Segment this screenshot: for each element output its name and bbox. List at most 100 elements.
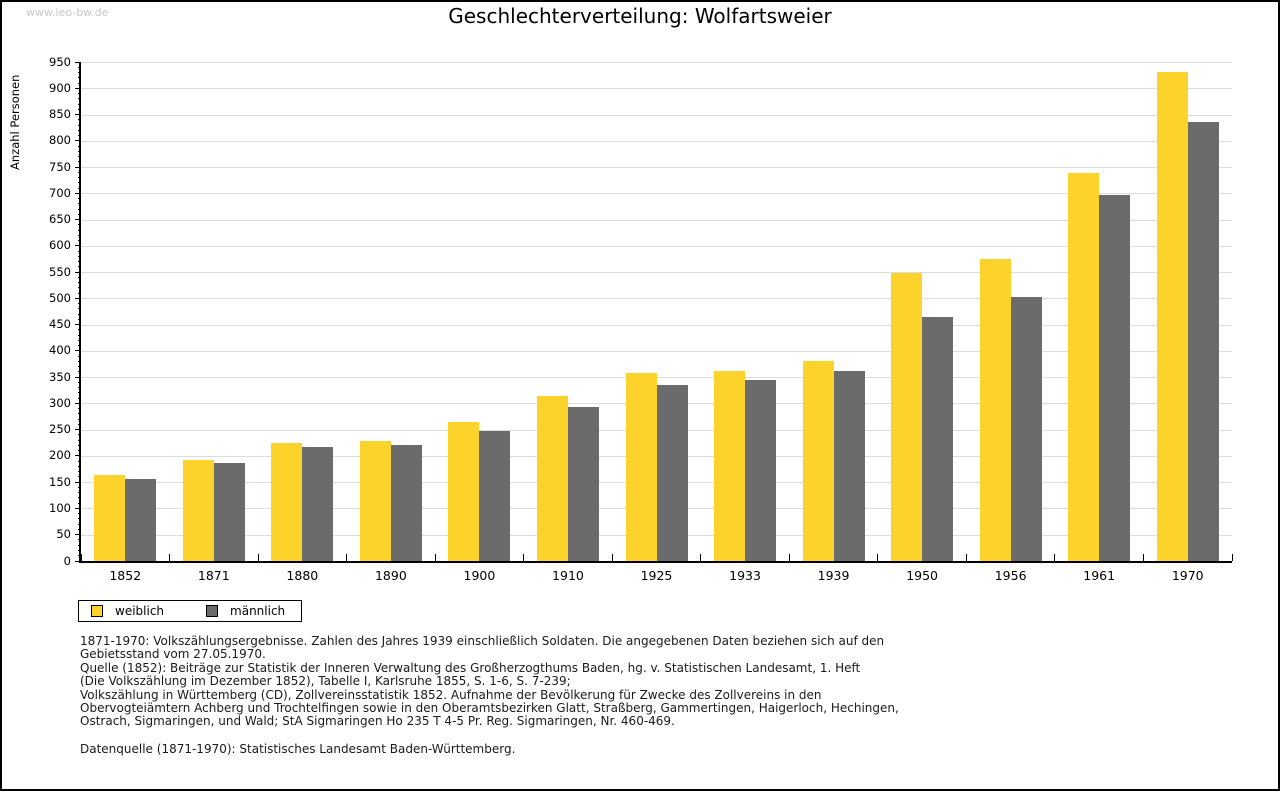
y-tick (75, 455, 81, 457)
y-axis-label: 150 (49, 474, 71, 489)
y-axis-line (79, 62, 81, 563)
gridline (81, 88, 1232, 90)
y-axis-label: 100 (49, 500, 71, 515)
y-axis-label: 0 (63, 553, 71, 568)
gridline (81, 245, 1232, 247)
footer-notes: 1871-1970: Volkszählungsergebnisse. Zahl… (80, 634, 899, 729)
gridline (81, 193, 1232, 195)
y-tick (75, 114, 81, 116)
y-tick (75, 324, 81, 326)
watermark-leo-bw: www.leo-bw.de (26, 6, 109, 19)
x-tick (257, 554, 259, 561)
y-tick (75, 429, 81, 431)
x-axis-label: 1880 (286, 568, 319, 583)
y-tick (75, 481, 81, 483)
y-tick (75, 245, 81, 247)
x-axis-label: 1950 (906, 568, 939, 583)
y-axis-label: 800 (49, 133, 71, 148)
y-axis-label: 650 (49, 212, 71, 227)
x-axis-label: 1900 (463, 568, 496, 583)
bar-maennlich-1961 (1099, 194, 1131, 561)
bar-weiblich-1939 (802, 360, 834, 561)
x-tick (1054, 554, 1056, 561)
legend-item-weiblich: weiblich (91, 604, 164, 618)
y-axis-label: 50 (56, 527, 71, 542)
x-tick (611, 554, 613, 561)
y-axis-label: 450 (49, 317, 71, 332)
x-tick (965, 554, 967, 561)
gridline (81, 167, 1232, 169)
footer-line: Quelle (1852): Beiträge zur Statistik de… (80, 660, 861, 675)
bar-maennlich-1871 (213, 463, 245, 561)
legend-swatch-maennlich (206, 605, 219, 617)
bar-weiblich-1900 (448, 422, 480, 561)
bar-maennlich-1910 (567, 407, 599, 561)
x-tick (346, 554, 348, 561)
y-tick (75, 297, 81, 299)
y-axis-label: 900 (49, 80, 71, 95)
gridline (81, 219, 1232, 221)
x-axis-label: 1956 (994, 568, 1027, 583)
y-axis-label: 300 (49, 395, 71, 410)
x-axis-label: 1871 (197, 568, 230, 583)
bar-maennlich-1890 (390, 445, 422, 561)
bar-weiblich-1956 (979, 258, 1011, 561)
y-tick (75, 166, 81, 168)
x-axis-label: 1961 (1083, 568, 1116, 583)
x-tick (1142, 554, 1144, 561)
bar-weiblich-1950 (891, 272, 923, 561)
y-tick (75, 219, 81, 221)
gridline (81, 298, 1232, 300)
gridline (81, 62, 1232, 63)
legend-label: männlich (230, 604, 286, 618)
bar-weiblich-1925 (625, 373, 657, 561)
bar-maennlich-1880 (302, 447, 334, 561)
x-tick (169, 554, 171, 561)
y-axis-label: 600 (49, 238, 71, 253)
y-tick (75, 376, 81, 378)
bar-weiblich-1910 (536, 396, 568, 561)
y-tick (75, 350, 81, 352)
gridline (81, 324, 1232, 326)
bar-weiblich-1852 (94, 474, 126, 561)
footer-line: Volkszählung in Württemberg (CD), Zollve… (80, 687, 822, 702)
x-tick (523, 554, 525, 561)
bar-weiblich-1871 (182, 460, 214, 561)
y-axis-label: 550 (49, 264, 71, 279)
legend-label: weiblich (115, 604, 165, 618)
gridline (81, 114, 1232, 116)
x-tick (877, 554, 879, 561)
bar-weiblich-1933 (714, 370, 746, 561)
y-axis-label: 950 (49, 54, 71, 69)
footer-line: Gebietsstand vom 27.05.1970. (80, 647, 266, 662)
bar-maennlich-1852 (125, 478, 157, 561)
bar-maennlich-1950 (922, 317, 954, 561)
gridline (81, 272, 1232, 274)
y-tick (75, 560, 81, 562)
y-tick (75, 87, 81, 89)
y-axis-label: 400 (49, 343, 71, 358)
datasource-note: Datenquelle (1871-1970): Statistisches L… (80, 742, 516, 756)
bar-maennlich-1939 (833, 370, 865, 561)
y-tick (75, 140, 81, 142)
footer-line: (Die Volkszählung im Dezember 1852), Tab… (80, 674, 571, 689)
x-axis-label: 1970 (1171, 568, 1204, 583)
gridline (81, 377, 1232, 379)
y-tick (75, 271, 81, 273)
y-axis-label: 700 (49, 185, 71, 200)
y-axis-label: 500 (49, 290, 71, 305)
x-axis-label: 1939 (817, 568, 850, 583)
y-axis-label: 750 (49, 159, 71, 174)
bar-weiblich-1890 (359, 441, 391, 561)
y-axis-label: 200 (49, 448, 71, 463)
y-tick (75, 192, 81, 194)
y-tick (75, 507, 81, 509)
x-axis-label: 1910 (552, 568, 584, 583)
x-tick (788, 554, 790, 561)
y-axis-label: 350 (49, 369, 71, 384)
x-tick (434, 554, 436, 561)
footer-line: Ostrach, Sigmaringen, und Wald; StA Sigm… (80, 714, 675, 729)
x-tick (80, 554, 82, 561)
